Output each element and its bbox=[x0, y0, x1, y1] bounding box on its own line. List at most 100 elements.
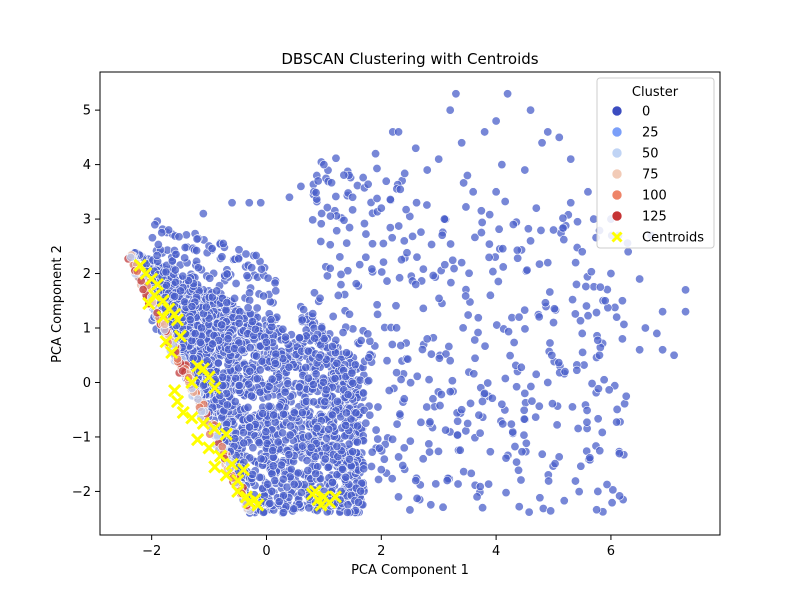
data-point bbox=[422, 334, 432, 344]
data-point bbox=[457, 258, 467, 268]
data-point bbox=[418, 303, 428, 313]
y-axis: −2 −1 0 1 2 3 4 5 bbox=[72, 104, 100, 500]
data-point bbox=[586, 267, 596, 277]
centroid-marker bbox=[190, 359, 205, 373]
data-point bbox=[434, 154, 444, 164]
data-point bbox=[593, 486, 603, 496]
data-point bbox=[352, 437, 362, 447]
data-point bbox=[571, 279, 581, 289]
data-point bbox=[286, 421, 296, 431]
data-point bbox=[550, 459, 560, 469]
data-point bbox=[180, 297, 190, 307]
data-point bbox=[255, 365, 265, 375]
data-point bbox=[394, 221, 404, 231]
data-point bbox=[257, 264, 267, 274]
centroid-marker bbox=[225, 457, 239, 471]
data-point bbox=[361, 418, 371, 428]
data-point bbox=[537, 138, 547, 148]
data-point bbox=[606, 269, 616, 279]
data-point bbox=[274, 497, 284, 507]
data-point bbox=[374, 443, 384, 453]
data-point bbox=[387, 474, 397, 484]
data-point bbox=[448, 255, 458, 265]
data-point bbox=[516, 362, 526, 372]
data-point bbox=[332, 441, 342, 451]
data-point bbox=[358, 388, 368, 398]
data-point bbox=[426, 349, 436, 359]
y-axis-label: PCA Component 2 bbox=[50, 245, 65, 363]
data-point bbox=[346, 414, 356, 424]
data-point bbox=[480, 388, 490, 398]
data-point bbox=[328, 311, 338, 321]
data-point bbox=[185, 315, 195, 325]
data-point bbox=[516, 475, 526, 485]
data-point bbox=[384, 386, 394, 396]
data-point bbox=[401, 205, 411, 215]
data-point bbox=[620, 399, 630, 409]
data-point bbox=[422, 200, 432, 210]
centroid-marker bbox=[328, 490, 342, 504]
data-point bbox=[475, 482, 485, 492]
data-point bbox=[504, 327, 514, 337]
data-point bbox=[498, 244, 508, 254]
data-point bbox=[475, 428, 485, 438]
data-point bbox=[545, 287, 555, 297]
data-point bbox=[498, 419, 508, 429]
centroid-marker bbox=[196, 362, 210, 376]
legend-label: 0 bbox=[642, 105, 650, 120]
data-point bbox=[391, 301, 401, 311]
centroid-layer bbox=[133, 258, 342, 512]
data-point bbox=[324, 424, 334, 434]
data-point bbox=[438, 502, 448, 512]
data-point bbox=[317, 323, 327, 333]
data-point bbox=[571, 258, 581, 268]
data-point bbox=[567, 402, 577, 412]
data-point bbox=[473, 313, 483, 323]
data-point bbox=[339, 215, 349, 225]
data-point bbox=[245, 413, 255, 423]
data-point bbox=[231, 278, 241, 288]
data-point bbox=[254, 438, 264, 448]
data-point bbox=[365, 410, 375, 420]
data-point bbox=[417, 345, 427, 355]
data-point bbox=[501, 488, 511, 498]
centroid-marker bbox=[308, 484, 322, 499]
data-point bbox=[451, 89, 461, 99]
data-point bbox=[412, 252, 422, 262]
data-point bbox=[152, 250, 162, 260]
data-point bbox=[273, 437, 283, 447]
data-point bbox=[425, 447, 435, 457]
data-point bbox=[455, 445, 465, 455]
data-point bbox=[341, 472, 351, 482]
data-point bbox=[187, 302, 197, 312]
data-point bbox=[408, 231, 418, 241]
data-point bbox=[176, 286, 186, 296]
data-point bbox=[441, 425, 451, 435]
centroid-marker bbox=[219, 427, 233, 441]
data-point bbox=[350, 360, 360, 370]
data-point bbox=[600, 296, 610, 306]
data-point bbox=[351, 279, 361, 289]
data-point bbox=[248, 443, 258, 453]
data-point bbox=[278, 474, 288, 484]
data-point bbox=[608, 485, 618, 495]
data-point bbox=[484, 479, 494, 489]
data-point bbox=[342, 507, 352, 517]
data-point bbox=[531, 369, 541, 379]
data-point bbox=[549, 318, 559, 328]
data-point bbox=[470, 232, 480, 242]
data-point bbox=[364, 376, 374, 386]
data-point bbox=[359, 464, 369, 474]
data-point bbox=[242, 271, 252, 281]
data-point bbox=[261, 427, 271, 437]
data-point bbox=[371, 149, 381, 159]
data-point bbox=[658, 307, 668, 317]
data-point bbox=[336, 280, 346, 290]
data-point bbox=[325, 263, 335, 273]
data-point bbox=[284, 362, 294, 372]
centroid-marker bbox=[314, 498, 328, 512]
data-point bbox=[332, 470, 342, 480]
data-point bbox=[341, 420, 351, 430]
data-point bbox=[463, 310, 473, 320]
y-tick-label: 3 bbox=[83, 213, 91, 228]
